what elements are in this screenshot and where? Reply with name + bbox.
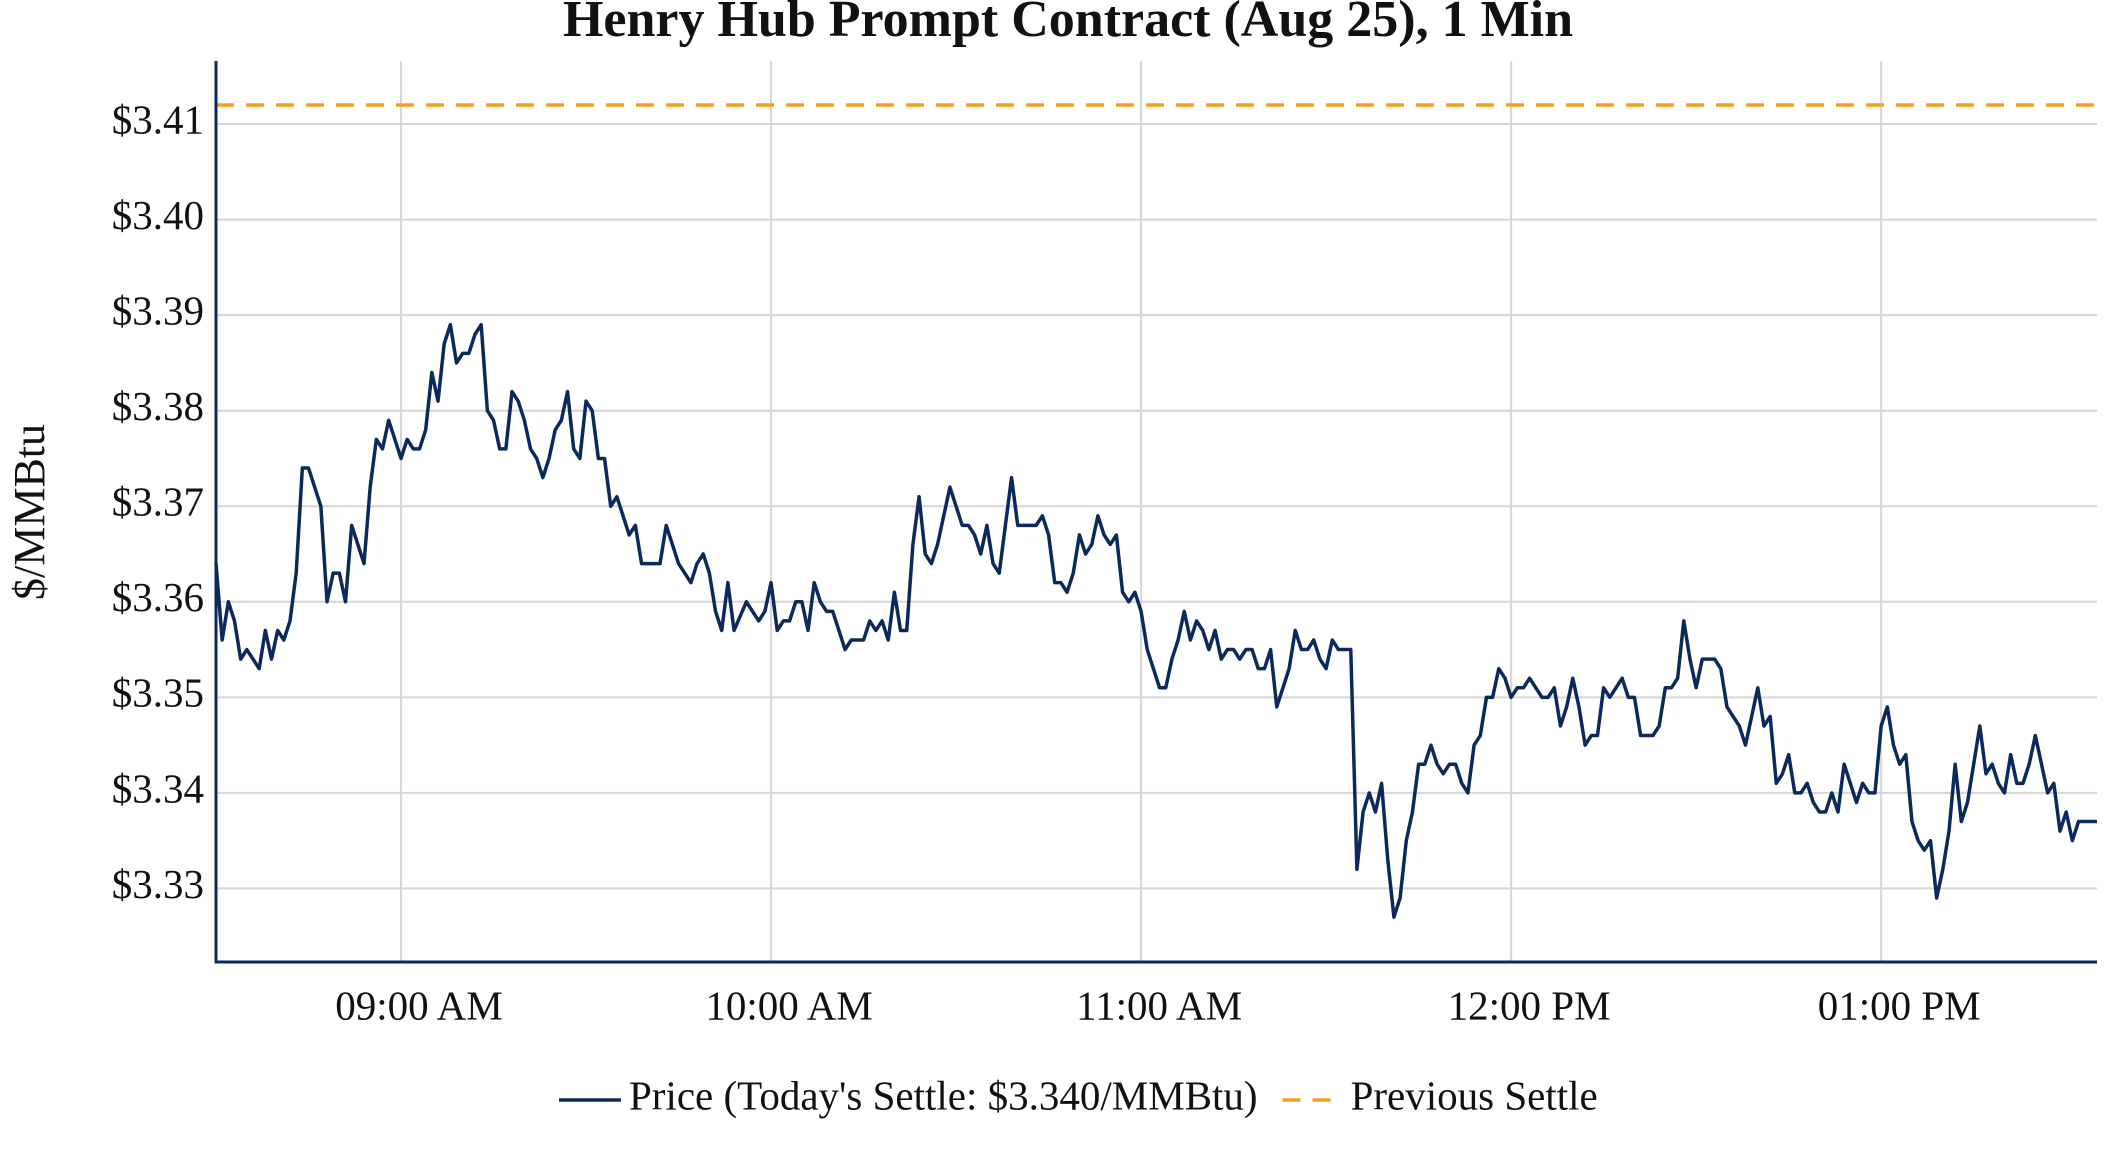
price-line	[214, 322, 2097, 919]
y-tick-label: $3.37	[112, 479, 204, 525]
y-tick-label: $3.33	[112, 861, 204, 907]
x-tick-label: 11:00 AM	[1076, 982, 1242, 1028]
y-tick-label: $3.40	[112, 192, 204, 238]
y-tick-label: $3.35	[112, 670, 204, 716]
y-tick-label: $3.34	[112, 765, 204, 811]
x-tick-label: 12:00 PM	[1448, 982, 1611, 1028]
x-tick-label: 10:00 AM	[705, 982, 872, 1028]
y-tick-label: $3.39	[112, 288, 204, 334]
y-tick-label: $3.36	[112, 574, 204, 620]
y-tick-label: $3.38	[112, 383, 204, 429]
y-tick-label: $3.41	[112, 96, 204, 142]
legend-label: Previous Settle	[1351, 1072, 1598, 1118]
chart-title: Henry Hub Prompt Contract (Aug 25), 1 Mi…	[563, 0, 1573, 48]
x-tick-label: 09:00 AM	[335, 982, 502, 1028]
y-axis-label: $/MMBtu	[5, 424, 54, 600]
x-tick-label: 01:00 PM	[1818, 982, 1981, 1028]
legend-label: Price (Today's Settle: $3.340/MMBtu)	[629, 1072, 1258, 1118]
